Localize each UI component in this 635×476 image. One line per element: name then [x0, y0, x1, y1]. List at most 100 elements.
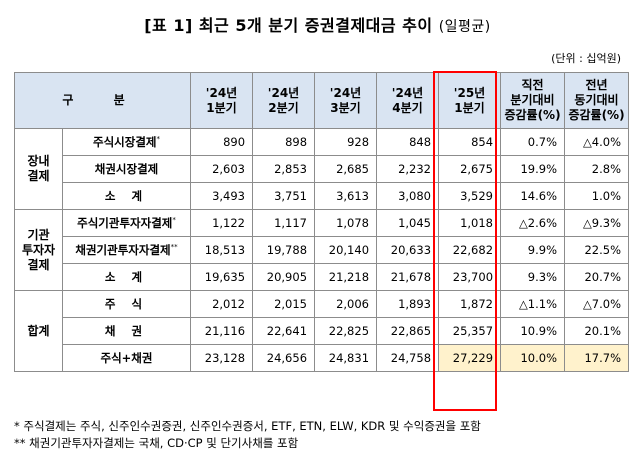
header-q5: '25년 1분기 [438, 72, 502, 129]
table-title: [표 1] 최근 5개 분기 증권결제대금 추이 (일평균) [0, 12, 635, 36]
qoq-cell: 10.0% [500, 344, 566, 372]
table-row: 채권시장결제 2,603 2,853 2,685 2,232 2,675 19.9% 2.8% [15, 155, 630, 183]
row-label: 주 식 [61, 290, 192, 318]
row-label-text: 주식시장결제 [93, 135, 157, 149]
value-cell: 22,641 [252, 317, 316, 345]
value-cell: 2,232 [376, 155, 440, 183]
yoy-cell: 1.0% [564, 182, 630, 210]
row-label-text: 채권기관투자자결제 [75, 243, 171, 257]
qoq-cell: 19.9% [500, 155, 566, 183]
header-row: 구 분 '24년 1분기 '24년 2분기 '24년 3분기 '24년 4분기 '25년… [13, 72, 630, 129]
qoq-cell: 0.7% [500, 128, 566, 156]
value-cell: 928 [314, 128, 378, 156]
row-label-text: 주식+채권 [100, 351, 153, 365]
value-cell: 3,529 [438, 182, 502, 210]
value-cell: 1,045 [376, 209, 440, 237]
yoy-cell: 17.7% [564, 344, 630, 372]
value-cell: 3,613 [314, 182, 378, 210]
row-label: 소 계 [61, 263, 192, 291]
table-row: 소 계 3,493 3,751 3,613 3,080 3,529 14.6% 1.0% [15, 182, 630, 210]
table-row: 채권기관투자자결제** 18,513 19,788 20,140 20,633 22,68… [15, 236, 630, 264]
value-cell: 19,788 [252, 236, 316, 264]
value-cell: 3,751 [252, 182, 316, 210]
row-label-text: 채권시장결제 [94, 162, 159, 176]
header-category: 구 분 [13, 72, 192, 129]
value-cell: 27,229 [438, 344, 502, 372]
yoy-cell: 22.5% [564, 236, 630, 264]
value-cell: 23,128 [190, 344, 254, 372]
yoy-cell: △7.0% [564, 290, 630, 318]
header-q2: '24년 2분기 [252, 72, 316, 129]
value-cell: 20,905 [252, 263, 316, 291]
footnote-mark: * [156, 135, 161, 144]
value-cell: 2,675 [438, 155, 502, 183]
header-yoy: 전년 동기대비 증감률(%) [564, 72, 630, 129]
table-row: 합계 주 식 2,012 2,015 2,006 1,893 1,872 △1.1% △7.0… [14, 290, 630, 372]
value-cell: 2,853 [252, 155, 316, 183]
value-cell: 22,865 [376, 317, 440, 345]
qoq-cell: 10.9% [500, 317, 566, 345]
qoq-cell: △1.1% [500, 290, 566, 318]
value-cell: 20,140 [314, 236, 378, 264]
value-cell: 898 [252, 128, 316, 156]
value-cell: 22,682 [438, 236, 502, 264]
yoy-cell: △9.3% [564, 209, 630, 237]
qoq-cell: 9.9% [500, 236, 566, 264]
value-cell: 23,700 [438, 263, 502, 291]
qoq-cell: 9.3% [500, 263, 566, 291]
row-label: 소 계 [61, 182, 192, 210]
section-exchange: 장내 결제 [14, 128, 63, 210]
row-label: 채 권 [61, 317, 192, 345]
settlement-table: 구 분 '24년 1분기 '24년 2분기 '24년 3분기 '24년 4분기 '25년… [13, 72, 630, 372]
header-q3: '24년 3분기 [314, 72, 378, 129]
value-cell: 20,633 [376, 236, 440, 264]
value-cell: 3,493 [190, 182, 254, 210]
row-label-text: 주식기관투자자결제 [77, 216, 173, 230]
value-cell: 1,078 [314, 209, 378, 237]
value-cell: 854 [438, 128, 502, 156]
qoq-cell: 14.6% [500, 182, 566, 210]
footnote-mark: * [172, 216, 176, 225]
footnote-2: ** 채권기관투자자결제는 국채, CD·CP 및 단기사채를 포함 [14, 436, 299, 450]
yoy-cell: 20.1% [564, 317, 630, 345]
header-q4: '24년 4분기 [376, 72, 440, 129]
table-row: 장내 결제 주식시장결제* 890 898 928 848 854 0.7% △4.0% [14, 128, 630, 210]
row-label: 채권기관투자자결제** [61, 236, 192, 264]
value-cell: 24,758 [376, 344, 440, 372]
table-row: 채 권 21,116 22,641 22,825 22,865 25,357 10.9% 20… [15, 317, 630, 345]
row-label: 주식기관투자자결제* [61, 209, 192, 237]
value-cell: 2,012 [190, 290, 254, 318]
value-cell: 890 [190, 128, 254, 156]
value-cell: 21,678 [376, 263, 440, 291]
header-q1: '24년 1분기 [190, 72, 254, 129]
value-cell: 21,218 [314, 263, 378, 291]
footnotes: * 주식결제는 주식, 신주인수권증권, 신주인수권증서, ETF, ETN, … [14, 418, 481, 452]
header-qoq: 직전 분기대비 증감률(%) [500, 72, 566, 129]
qoq-cell: △2.6% [500, 209, 566, 237]
footnote-1: * 주식결제는 주식, 신주인수권증권, 신주인수권증서, ETF, ETN, … [14, 419, 481, 433]
row-label: 채권시장결제 [61, 155, 192, 183]
value-cell: 848 [376, 128, 440, 156]
value-cell: 1,018 [438, 209, 502, 237]
yoy-cell: 2.8% [564, 155, 630, 183]
table-row: 주식+채권 23,128 24,656 24,831 24,758 27,229 10.0%… [15, 344, 630, 372]
value-cell: 2,015 [252, 290, 316, 318]
value-cell: 1,893 [376, 290, 440, 318]
footnote-mark: ** [170, 243, 178, 252]
value-cell: 1,122 [190, 209, 254, 237]
section-institutional: 기관 투자자 결제 [14, 209, 63, 291]
unit-label: (단위 : 십억원) [551, 52, 621, 65]
row-label-text: 소 계 [104, 189, 149, 203]
yoy-cell: 20.7% [564, 263, 630, 291]
value-cell: 18,513 [190, 236, 254, 264]
value-cell: 22,825 [314, 317, 378, 345]
table-title-sub: (일평균) [438, 19, 491, 35]
value-cell: 19,635 [190, 263, 254, 291]
section-total: 합계 [14, 290, 63, 372]
value-cell: 21,116 [190, 317, 254, 345]
value-cell: 24,656 [252, 344, 316, 372]
row-label: 주식시장결제* [61, 128, 192, 156]
row-label: 주식+채권 [61, 344, 192, 372]
table-title-main: [표 1] 최근 5개 분기 증권결제대금 추이 [144, 16, 433, 35]
value-cell: 2,603 [190, 155, 254, 183]
